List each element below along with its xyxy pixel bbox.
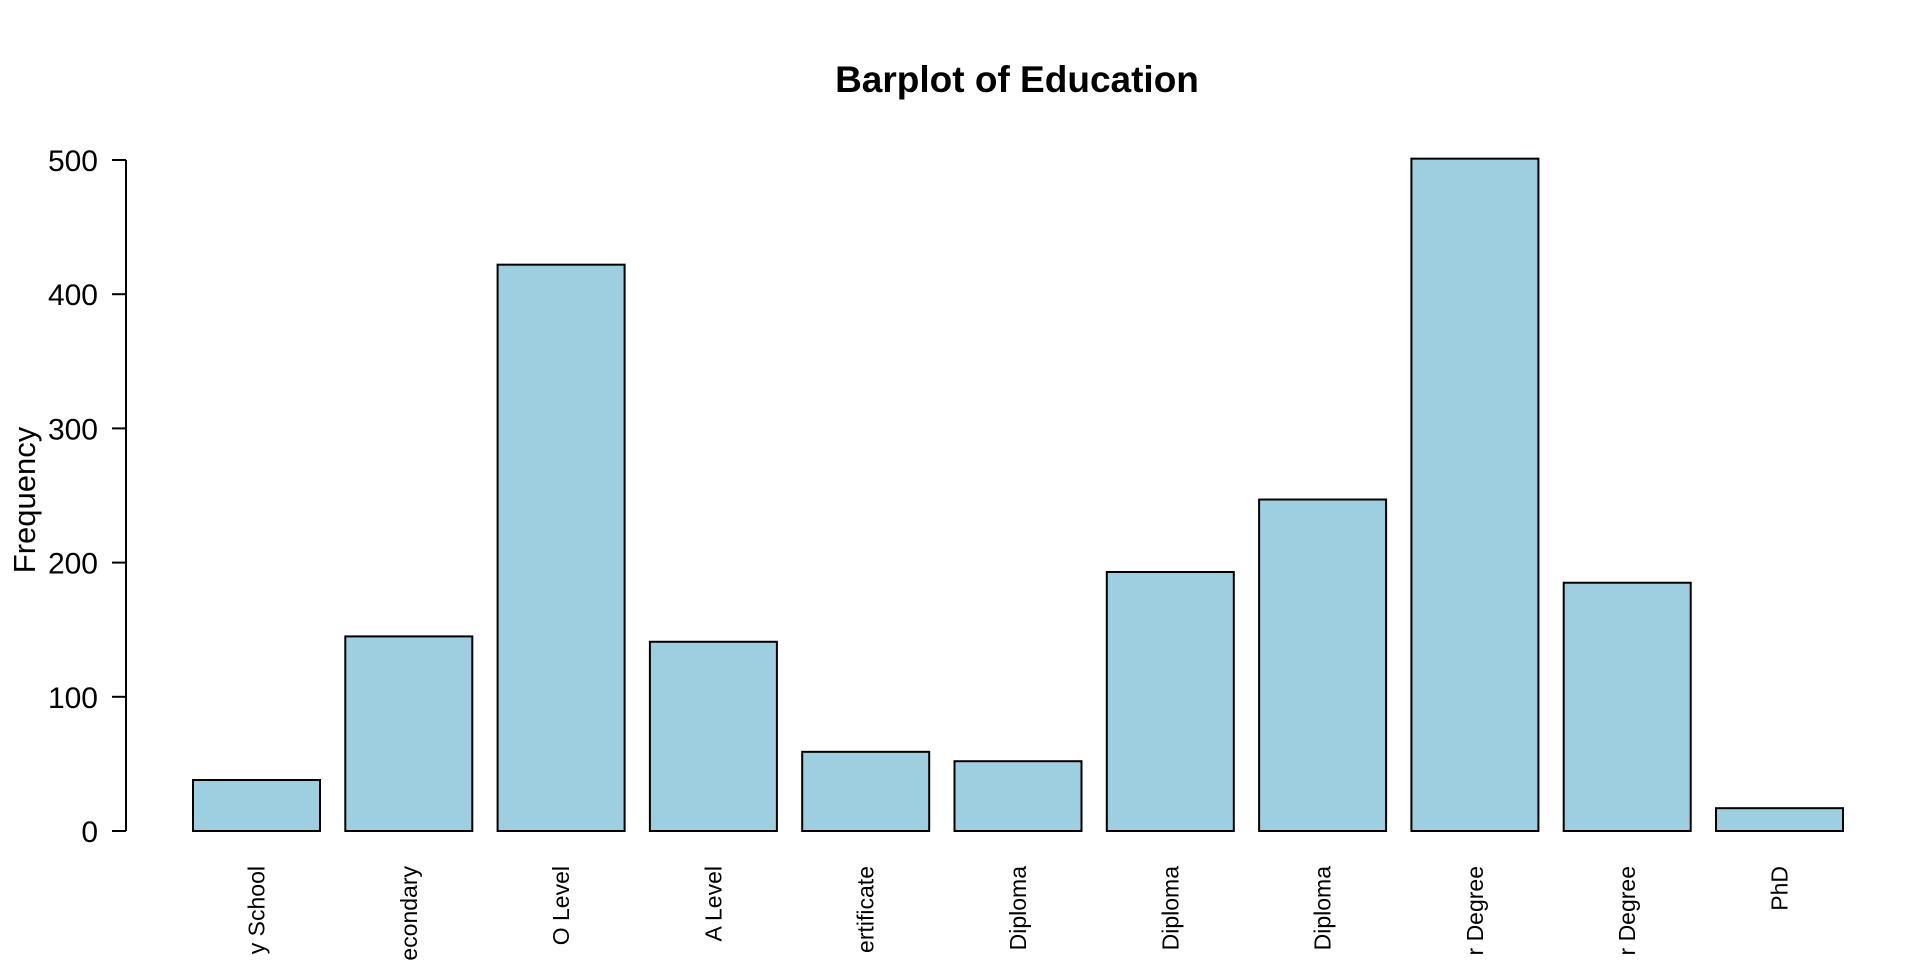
bars xyxy=(192,157,1844,833)
bar xyxy=(1562,581,1692,832)
x-axis-labels: y School econdary O Level A Level ertificate… xyxy=(244,866,1793,960)
y-tick-label: 500 xyxy=(48,145,98,178)
y-tick-label: 200 xyxy=(48,548,98,581)
bar xyxy=(496,263,626,832)
y-tick-label: 100 xyxy=(48,682,98,715)
chart-title: Barplot of Education xyxy=(835,59,1199,100)
x-tick-label: PhD xyxy=(1767,866,1793,911)
y-tick-label: 0 xyxy=(81,816,98,849)
bar xyxy=(192,779,321,833)
x-tick-label: y School xyxy=(244,866,270,954)
x-tick-label: Diploma xyxy=(1310,866,1336,951)
x-tick-label: O Level xyxy=(548,866,574,945)
bar xyxy=(1715,807,1844,832)
bar xyxy=(1258,498,1388,832)
x-tick-label: ertificate xyxy=(853,866,879,953)
x-tick-label: r Degree xyxy=(1614,866,1640,955)
y-tick-label: 400 xyxy=(48,279,98,312)
x-tick-label: r Degree xyxy=(1462,866,1488,955)
bar xyxy=(1105,570,1235,833)
x-tick-label: A Level xyxy=(700,866,726,941)
bar xyxy=(344,635,474,832)
x-tick-label: Diploma xyxy=(1157,866,1183,951)
bar xyxy=(1410,157,1540,832)
x-tick-label: Diploma xyxy=(1005,866,1031,951)
y-axis: 0 100 200 300 400 500 xyxy=(48,145,127,849)
x-tick-label: econdary xyxy=(396,866,422,960)
bar xyxy=(953,760,1083,832)
y-tick-label: 300 xyxy=(48,413,98,446)
y-axis-label: Frequency xyxy=(7,426,42,573)
bar xyxy=(648,640,778,833)
bar xyxy=(801,750,931,833)
